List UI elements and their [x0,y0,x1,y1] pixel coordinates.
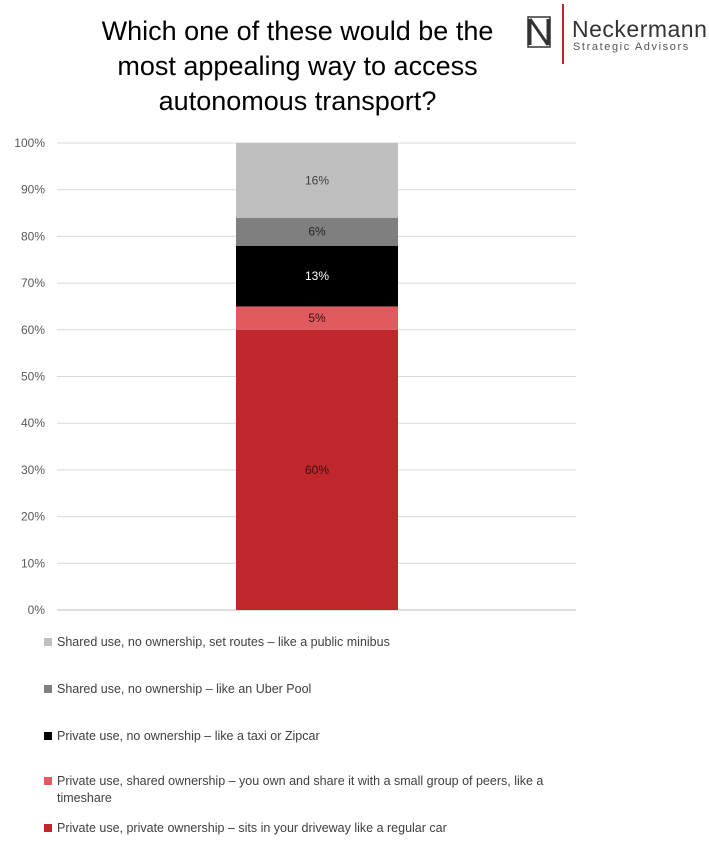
legend-label: Private use, private ownership – sits in… [57,821,447,835]
logo-divider [562,4,564,64]
n-monogram-icon [527,16,551,48]
y-tick-label: 10% [21,556,45,570]
y-tick-label: 40% [21,416,45,430]
y-tick-label: 50% [21,370,45,384]
y-tick-label: 20% [21,510,45,524]
data-label: 16% [305,173,329,187]
legend-label: Shared use, no ownership, set routes – l… [57,635,390,649]
legend-label: Private use, shared ownership – you own … [57,774,544,805]
y-tick-label: 90% [21,183,45,197]
legend-swatch [44,777,52,785]
logo-subtitle: Strategic Advisors [573,41,690,53]
stacked-bar-chart: 0% 10% 20% 30% 40% 50% 60% 70% 80% 90% 100% 60% 5% 13… [14,136,576,617]
legend-swatch [44,638,52,646]
legend-label: Private use, no ownership – like a taxi … [57,729,320,743]
y-tick-label: 70% [21,276,45,290]
logo-name: Neckermann [572,16,708,42]
company-logo: Neckermann Strategic Advisors [527,4,709,64]
bar-segment [236,329,398,610]
y-tick-label: 80% [21,229,45,243]
data-label: 60% [305,463,329,477]
legend-label: Shared use, no ownership – like an Uber … [57,682,312,696]
legend-swatch [44,732,52,740]
legend-swatch [44,824,52,832]
data-label: 13% [305,269,329,283]
y-tick-label: 100% [14,136,45,150]
legend-swatch [44,685,52,693]
bar-segment [236,306,398,330]
bar-segment [236,143,398,218]
y-tick-label: 60% [21,323,45,337]
y-tick-label: 30% [21,463,45,477]
y-tick-label: 0% [28,603,46,617]
data-label: 5% [308,311,326,325]
chart-title: Which one of these would be the most app… [101,16,494,116]
bar-segment [236,217,398,246]
data-label: 6% [308,225,326,239]
bar-segment [236,245,398,307]
